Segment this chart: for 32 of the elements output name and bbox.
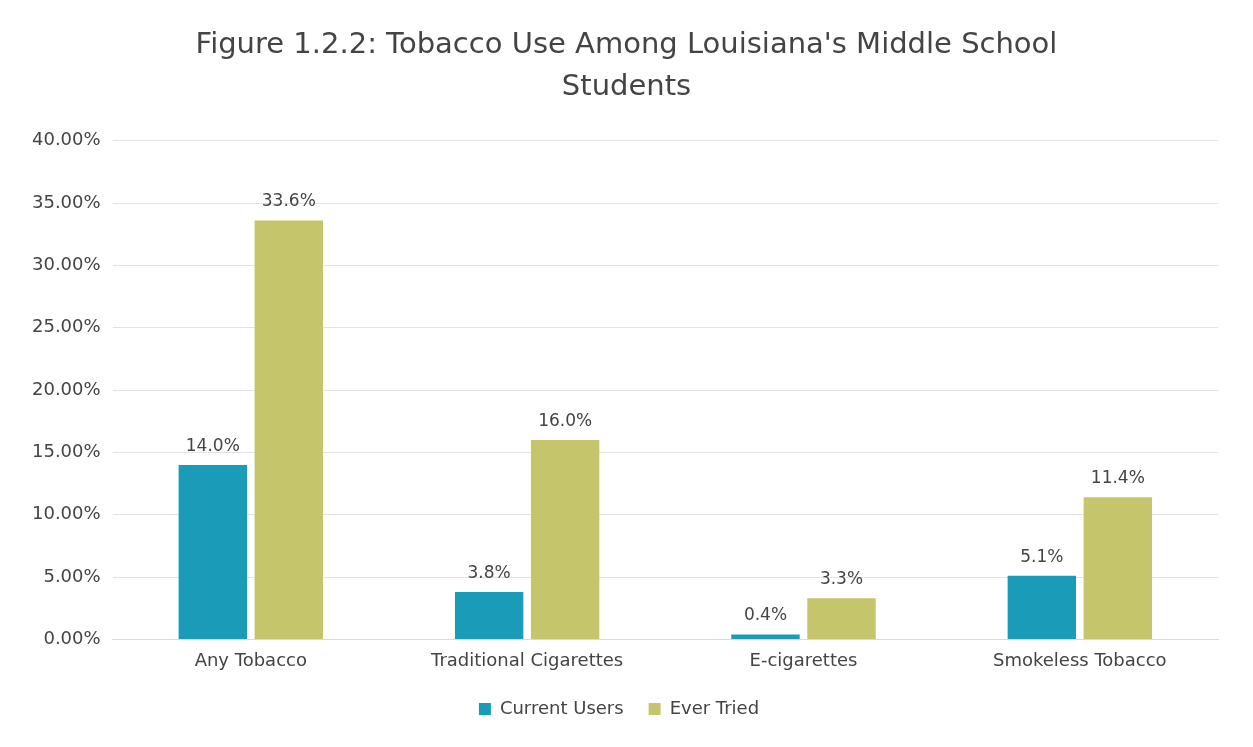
chart-title: Figure 1.2.2: Tobacco Use Among Louisiana's Middle School Students — [194, 25, 1059, 104]
bar — [254, 220, 323, 639]
y-tick-label: 15.00% — [31, 440, 101, 462]
bar — [1007, 575, 1077, 639]
legend-label: Ever Tried — [669, 696, 760, 718]
y-tick-label: 40.00% — [31, 128, 101, 150]
data-label: 11.4% — [1090, 467, 1145, 488]
y-tick-label: 25.00% — [31, 315, 101, 337]
data-label: 3.3% — [819, 568, 864, 589]
x-tick-label: E-cigarettes — [749, 648, 858, 670]
y-tick-label: 35.00% — [31, 190, 101, 212]
data-label: 0.4% — [743, 604, 788, 625]
data-label: 5.1% — [1020, 545, 1064, 566]
y-tick-label: 30.00% — [31, 253, 101, 275]
data-label: 33.6% — [261, 190, 316, 211]
bar — [530, 439, 600, 639]
bar — [731, 634, 800, 639]
x-tick-label: Traditional Cigarettes — [430, 648, 624, 670]
bar — [807, 598, 876, 639]
x-tick-label: Smokeless Tobacco — [993, 648, 1167, 670]
y-tick-label: 5.00% — [43, 564, 101, 586]
bar — [454, 592, 524, 639]
data-label: 3.8% — [467, 561, 511, 582]
data-label: 16.0% — [538, 409, 593, 430]
bar — [178, 464, 248, 639]
data-label: 14.0% — [185, 434, 240, 455]
bar — [1083, 497, 1153, 639]
legend-label: Current Users — [499, 696, 624, 718]
y-tick-label: 20.00% — [31, 377, 101, 399]
x-tick-label: Any Tobacco — [194, 648, 307, 670]
y-tick-label: 0.00% — [43, 627, 101, 649]
y-tick-label: 10.00% — [31, 502, 101, 524]
